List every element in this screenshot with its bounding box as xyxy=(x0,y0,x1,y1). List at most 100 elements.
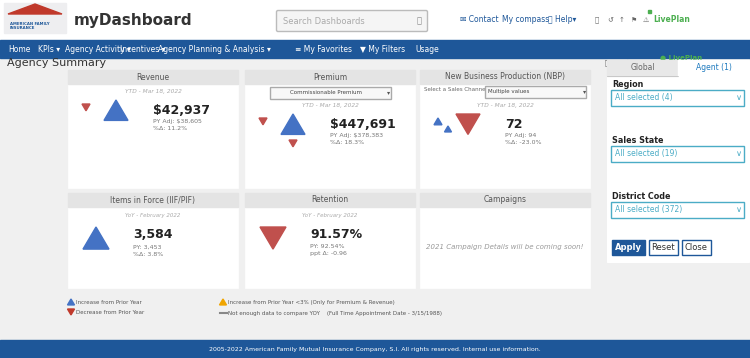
Text: Agency Planning & Analysis ▾: Agency Planning & Analysis ▾ xyxy=(158,44,271,53)
Bar xyxy=(68,193,238,207)
Text: YoY - February 2022: YoY - February 2022 xyxy=(302,213,358,218)
Text: 3,584: 3,584 xyxy=(133,228,172,242)
Bar xyxy=(420,70,590,84)
Text: Not enough data to compare YOY    (Full Time Appointment Date - 3/15/1988): Not enough data to compare YOY (Full Tim… xyxy=(228,310,442,315)
Text: Global: Global xyxy=(630,63,655,73)
Text: YoY - February 2022: YoY - February 2022 xyxy=(125,213,181,218)
Text: ⚑: ⚑ xyxy=(635,60,641,66)
Text: $42,937: $42,937 xyxy=(153,103,210,116)
Bar xyxy=(245,70,415,84)
FancyBboxPatch shape xyxy=(611,240,644,255)
Text: ∨: ∨ xyxy=(736,205,742,214)
Text: Close: Close xyxy=(685,242,707,252)
Bar xyxy=(0,40,750,58)
FancyBboxPatch shape xyxy=(610,145,743,161)
Text: Multiple values: Multiple values xyxy=(488,89,530,94)
FancyBboxPatch shape xyxy=(610,202,743,218)
Bar xyxy=(245,193,415,207)
Text: ⓪ Help▾: ⓪ Help▾ xyxy=(548,15,576,24)
Text: Agency Summary: Agency Summary xyxy=(7,58,106,68)
FancyBboxPatch shape xyxy=(682,240,710,255)
Bar xyxy=(245,70,415,188)
Text: Region: Region xyxy=(612,80,644,89)
Text: Apply: Apply xyxy=(614,242,641,252)
Polygon shape xyxy=(220,299,226,305)
Polygon shape xyxy=(8,4,62,14)
Bar xyxy=(420,70,590,188)
FancyBboxPatch shape xyxy=(610,90,743,106)
Text: ⬜: ⬜ xyxy=(605,60,609,66)
Text: All selected (19): All selected (19) xyxy=(615,149,677,158)
Text: 2005-2022 American Family Mutual Insurance Company, S.I. All rights reserved. In: 2005-2022 American Family Mutual Insuran… xyxy=(209,347,541,352)
Polygon shape xyxy=(104,100,128,120)
FancyBboxPatch shape xyxy=(484,86,586,97)
Text: ∨: ∨ xyxy=(736,93,742,102)
Text: ⚠: ⚠ xyxy=(643,17,650,23)
Text: YTD - Mar 18, 2022: YTD - Mar 18, 2022 xyxy=(302,102,358,107)
Text: myDashboard: myDashboard xyxy=(74,13,193,28)
Text: Usage: Usage xyxy=(415,44,439,53)
Text: ⬜: ⬜ xyxy=(595,17,599,23)
Text: ↺: ↺ xyxy=(615,60,621,66)
Text: AMERICAN FAMILY: AMERICAN FAMILY xyxy=(10,22,50,26)
Text: 91.57%: 91.57% xyxy=(310,228,362,242)
Text: Reset: Reset xyxy=(651,242,675,252)
Text: %Δ: -23.0%: %Δ: -23.0% xyxy=(505,140,542,145)
FancyBboxPatch shape xyxy=(269,87,391,98)
Text: $447,691: $447,691 xyxy=(330,117,396,131)
Text: Agent (1): Agent (1) xyxy=(695,63,731,73)
Text: Home: Home xyxy=(8,44,30,53)
Text: INSURANCE: INSURANCE xyxy=(10,26,35,30)
Text: ↑: ↑ xyxy=(619,17,625,23)
Text: Sales State: Sales State xyxy=(612,136,664,145)
Text: ⚠: ⚠ xyxy=(645,60,651,66)
Text: 🔍: 🔍 xyxy=(417,16,422,25)
Polygon shape xyxy=(281,114,305,134)
Text: %Δ: 11.2%: %Δ: 11.2% xyxy=(153,126,188,131)
Text: Agency Activity ▾: Agency Activity ▾ xyxy=(65,44,130,53)
Text: ⚑: ⚑ xyxy=(631,17,638,23)
Bar xyxy=(68,193,238,288)
Text: %Δ: 3.8%: %Δ: 3.8% xyxy=(133,252,164,256)
Text: PY Adj: $38,605: PY Adj: $38,605 xyxy=(153,120,202,125)
Text: 2021 Campaign Details will be coming soon!: 2021 Campaign Details will be coming soo… xyxy=(426,243,584,250)
Polygon shape xyxy=(289,140,297,147)
Polygon shape xyxy=(445,126,452,132)
Text: ∨: ∨ xyxy=(736,149,742,158)
Bar xyxy=(68,70,238,188)
Text: ≡ My Favorites: ≡ My Favorites xyxy=(295,44,352,53)
Text: PY Adj: $378,383: PY Adj: $378,383 xyxy=(330,134,383,139)
Text: Revenue: Revenue xyxy=(136,73,170,82)
Text: %Δ: 18.3%: %Δ: 18.3% xyxy=(330,140,364,145)
Polygon shape xyxy=(82,104,90,111)
Polygon shape xyxy=(260,227,286,249)
Bar xyxy=(4,3,66,33)
FancyBboxPatch shape xyxy=(649,240,677,255)
Text: Increase from Prior Year: Increase from Prior Year xyxy=(76,300,142,305)
Text: ppt Δ: -0.96: ppt Δ: -0.96 xyxy=(310,252,347,256)
Text: All selected (372): All selected (372) xyxy=(615,205,682,214)
Text: ✉ Contact: ✉ Contact xyxy=(460,15,499,24)
Text: ↺: ↺ xyxy=(607,17,613,23)
Bar xyxy=(678,60,749,76)
Text: Commissionable Premium: Commissionable Premium xyxy=(290,90,362,95)
Text: PY Adj: 94: PY Adj: 94 xyxy=(505,134,536,139)
Text: YTD - Mar 18, 2022: YTD - Mar 18, 2022 xyxy=(124,88,182,93)
Text: Select a Sales Channel:: Select a Sales Channel: xyxy=(424,87,489,92)
Bar xyxy=(420,193,590,288)
Polygon shape xyxy=(68,299,74,305)
FancyBboxPatch shape xyxy=(277,10,428,32)
Bar xyxy=(648,10,651,13)
Text: PY: 92.54%: PY: 92.54% xyxy=(310,245,344,250)
Bar xyxy=(0,0,750,40)
Text: Premium: Premium xyxy=(313,73,347,82)
Bar xyxy=(68,70,238,84)
Text: All selected (4): All selected (4) xyxy=(615,93,673,102)
Polygon shape xyxy=(68,309,74,315)
Polygon shape xyxy=(456,114,480,134)
Bar xyxy=(420,193,590,207)
Text: Items in Force (IIF/PIF): Items in Force (IIF/PIF) xyxy=(110,195,196,204)
Text: ▾: ▾ xyxy=(387,90,390,95)
Text: LivePlan: LivePlan xyxy=(653,15,690,24)
Text: 72: 72 xyxy=(505,117,523,131)
